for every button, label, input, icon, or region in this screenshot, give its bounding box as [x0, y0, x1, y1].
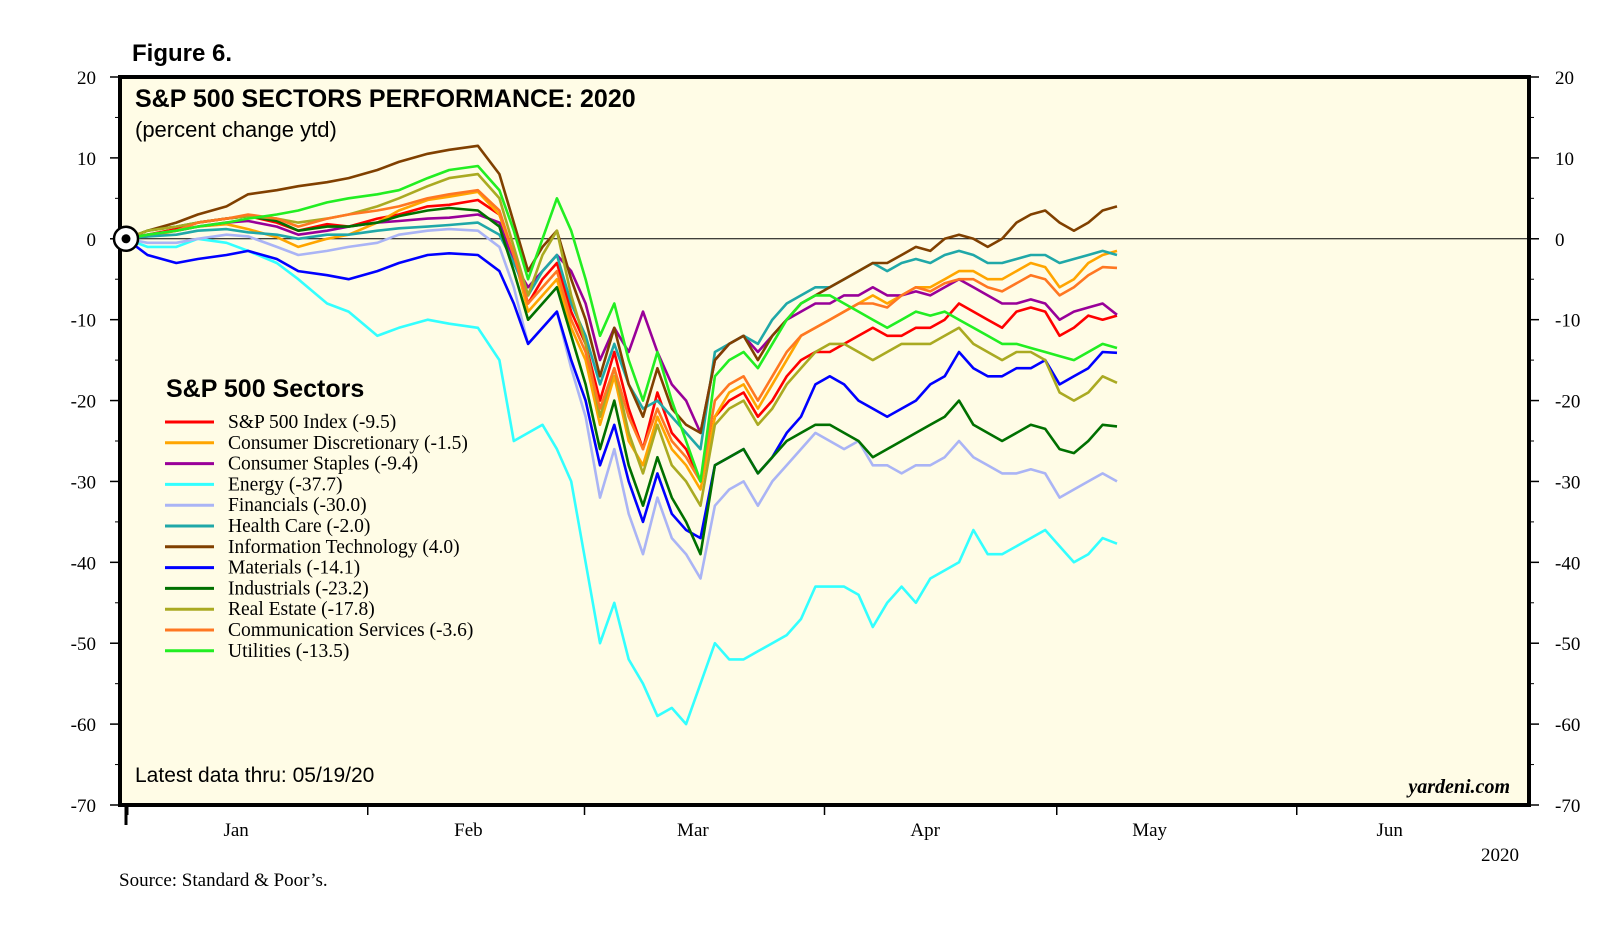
plot-frame — [118, 75, 1531, 807]
series-line-energy — [125, 237, 1118, 726]
y-axis-right: 20 10 0 -10 -20 -30 -40 -50 -60 -70 — [1529, 68, 1580, 817]
legend-label: Utilities (-13.5) — [228, 641, 349, 662]
legend-label: S&P 500 Index (-9.5) — [228, 412, 396, 433]
y-tick-label-left: -10 — [71, 311, 96, 332]
legend: S&P 500 Index (-9.5)Consumer Discretiona… — [165, 412, 473, 662]
year-label: 2020 — [1481, 845, 1519, 866]
y-tick-label-right: -50 — [1555, 634, 1580, 655]
y-tick-label-right: -70 — [1555, 796, 1580, 817]
legend-label: Information Technology (4.0) — [228, 537, 460, 558]
legend-label: Energy (-37.7) — [228, 474, 342, 495]
series-line-utilities — [125, 164, 1118, 483]
legend-label: Consumer Staples (-9.4) — [228, 454, 418, 475]
x-tick-label: Mar — [677, 820, 709, 841]
y-tick-label-right: 10 — [1555, 149, 1574, 170]
figure-label: Figure 6. — [132, 40, 232, 67]
source-note: Source: Standard & Poor’s. — [119, 870, 328, 891]
series-line-consumer-discretionary — [125, 190, 1118, 491]
legend-title: S&P 500 Sectors — [166, 375, 364, 403]
series-line-materials — [125, 237, 1118, 540]
chart-title: S&P 500 SECTORS PERFORMANCE: 2020 — [135, 85, 636, 113]
series-line-industrials — [125, 206, 1118, 556]
y-tick-label-right: 20 — [1555, 68, 1574, 89]
y-tick-label-left: -30 — [71, 472, 96, 493]
x-tick-label: Jun — [1376, 820, 1403, 841]
y-tick-label-right: -30 — [1555, 472, 1580, 493]
x-tick-label: May — [1132, 820, 1167, 841]
legend-label: Industrials (-23.2) — [228, 578, 369, 599]
y-tick-label-right: 0 — [1555, 230, 1565, 251]
legend-label: Financials (-30.0) — [228, 495, 367, 516]
y-tick-label-right: -40 — [1555, 553, 1580, 574]
y-tick-label-left: 10 — [77, 149, 96, 170]
y-tick-label-left: 0 — [87, 230, 97, 251]
start-marker — [112, 225, 140, 253]
y-axis-left: 20 10 0 -10 -20 -30 -40 -50 -60 -70 — [71, 68, 120, 817]
legend-label: Communication Services (-3.6) — [228, 620, 473, 641]
chart-subtitle: (percent change ytd) — [135, 117, 337, 142]
start-marker-dot — [121, 234, 131, 244]
legend-label: Real Estate (-17.8) — [228, 599, 375, 620]
y-tick-label-left: -70 — [71, 796, 96, 817]
x-tick-label: Jan — [223, 820, 249, 841]
y-tick-label-left: -60 — [71, 715, 96, 736]
series-lines — [125, 144, 1118, 726]
y-tick-label-left: 20 — [77, 68, 96, 89]
legend-label: Health Care (-2.0) — [228, 516, 370, 537]
y-tick-label-right: -10 — [1555, 311, 1580, 332]
series-line-health-care — [125, 221, 1118, 451]
y-tick-label-right: -60 — [1555, 715, 1580, 736]
legend-label: Consumer Discretionary (-1.5) — [228, 433, 468, 454]
y-tick-label-right: -20 — [1555, 392, 1580, 413]
watermark: yardeni.com — [1406, 776, 1510, 798]
y-tick-label-left: -40 — [71, 553, 96, 574]
x-tick-label: Feb — [454, 820, 483, 841]
x-tick-label: Apr — [910, 820, 940, 841]
x-axis: Jan Feb Mar Apr May Jun — [124, 805, 1403, 841]
y-tick-label-left: -50 — [71, 634, 96, 655]
series-line-information-technology — [125, 144, 1118, 435]
series-line-financials — [125, 227, 1118, 580]
series-line-real-estate — [125, 172, 1118, 507]
latest-data-note: Latest data thru: 05/19/20 — [135, 764, 374, 787]
y-tick-label-left: -20 — [71, 392, 96, 413]
legend-label: Materials (-14.1) — [228, 558, 360, 579]
